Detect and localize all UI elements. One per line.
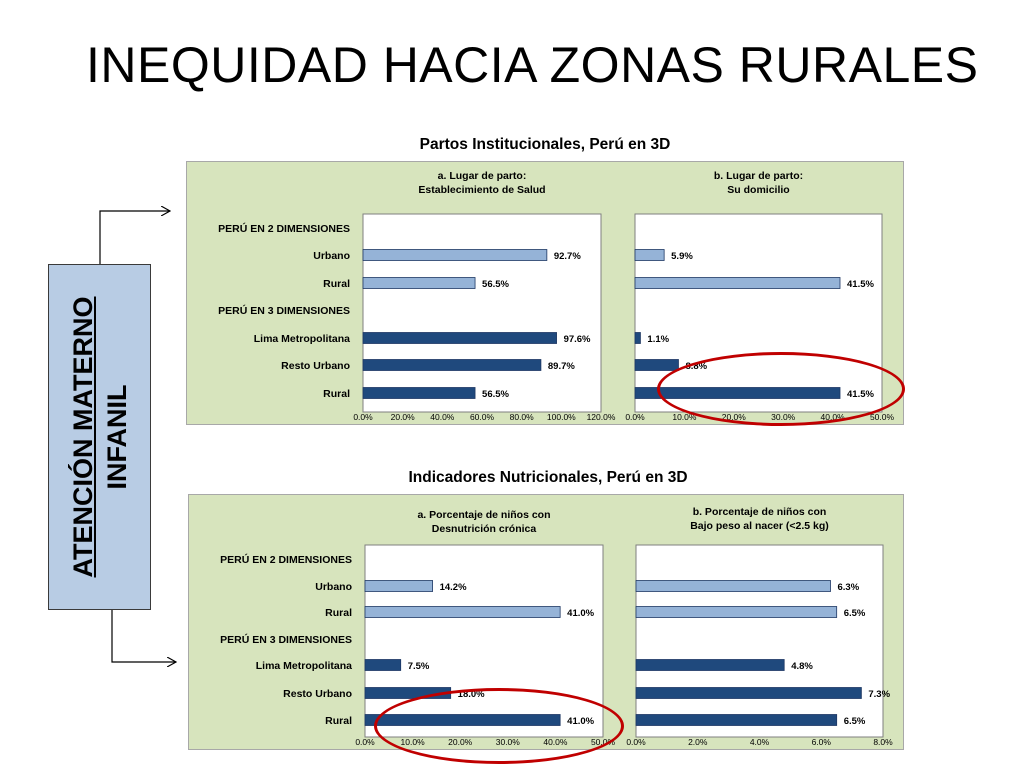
bar — [634, 277, 841, 289]
data-label: 14.2% — [440, 582, 467, 593]
row-label: PERÚ EN 3 DIMENSIONES — [220, 633, 352, 646]
bar — [362, 359, 542, 371]
data-label: 6.3% — [838, 582, 860, 593]
chart-1: a. Lugar de parto: Establecimiento de Sal… — [353, 170, 616, 422]
bar — [364, 580, 433, 592]
tick-label: 0.0% — [353, 412, 373, 422]
row-label: Urbano — [313, 250, 350, 262]
tick-label: 10.0% — [672, 412, 697, 422]
row-label: Rural — [325, 715, 352, 727]
data-label: 56.5% — [482, 279, 509, 290]
row-label: Rural — [323, 278, 350, 290]
chart-title-line: Bajo peso al nacer (<2.5 kg) — [690, 520, 829, 532]
section-title-partos: Partos Institucionales, Perú en 3D — [419, 136, 671, 153]
data-label: 1.1% — [647, 334, 669, 345]
bar — [634, 249, 665, 261]
bar — [635, 659, 785, 671]
row-label: Rural — [325, 607, 352, 619]
tick-label: 60.0% — [470, 412, 495, 422]
plot-area — [362, 213, 602, 413]
row-label: Lima Metropolitana — [254, 333, 350, 345]
tick-label: 0.0% — [626, 737, 646, 747]
bar — [364, 659, 402, 671]
tick-label: 0.0% — [625, 412, 645, 422]
chart-title-line: b. Lugar de parto: — [714, 170, 803, 182]
chart-4: b. Porcentaje de niños con Bajo peso al n… — [626, 506, 893, 747]
chart-title-line: a. Lugar de parto: — [438, 170, 527, 182]
chart-title-line: Desnutrición crónica — [432, 523, 537, 535]
tick-label: 20.0% — [391, 412, 416, 422]
data-label: 56.5% — [482, 389, 509, 400]
row-label: PERÚ EN 2 DIMENSIONES — [220, 553, 352, 566]
row-label: PERÚ EN 2 DIMENSIONES — [218, 222, 350, 235]
data-label: 7.5% — [408, 661, 430, 672]
highlight-ring-desnutricion-rural — [374, 688, 624, 764]
row-label: Resto Urbano — [281, 360, 350, 372]
section-title-nutricionales: Indicadores Nutricionales, Perú en 3D — [408, 469, 688, 486]
data-label: 92.7% — [554, 251, 581, 262]
bar — [362, 387, 476, 399]
tick-label: 40.0% — [430, 412, 455, 422]
data-label: 41.0% — [567, 608, 594, 619]
row-label: PERÚ EN 3 DIMENSIONES — [218, 304, 350, 317]
bar — [634, 332, 641, 344]
tick-label: 100.0% — [547, 412, 576, 422]
slide-title: INEQUIDAD HACIA ZONAS RURALES — [86, 37, 979, 93]
bar — [635, 687, 862, 699]
data-label: 7.3% — [868, 689, 890, 700]
bar — [635, 714, 838, 726]
data-label: 5.9% — [671, 251, 693, 262]
row-label: Rural — [323, 388, 350, 400]
arrow-to-top-panel — [99, 211, 170, 264]
bar — [362, 277, 476, 289]
tick-label: 0.0% — [355, 737, 375, 747]
bar — [364, 606, 561, 618]
bar — [635, 606, 838, 618]
arrow-to-bottom-panel — [111, 610, 176, 662]
highlight-ring-domicilio-rural — [657, 352, 905, 426]
chart-title-line: a. Porcentaje de niños con — [417, 509, 550, 521]
chart-title-line: Su domicilio — [727, 184, 789, 196]
data-label: 4.8% — [791, 661, 813, 672]
row-label: Resto Urbano — [283, 688, 352, 700]
tick-label: 80.0% — [510, 412, 535, 422]
tick-label: 2.0% — [688, 737, 708, 747]
chart-title-line: b. Porcentaje de niños con — [693, 506, 827, 518]
row-label: Urbano — [315, 581, 352, 593]
tick-label: 50.0% — [870, 412, 895, 422]
plot-area — [635, 544, 884, 738]
bar — [634, 359, 679, 371]
data-label: 89.7% — [548, 361, 575, 372]
bar — [635, 580, 831, 592]
tick-label: 120.0% — [587, 412, 616, 422]
data-label: 6.5% — [844, 716, 866, 727]
chart-title-line: Establecimiento de Salud — [418, 184, 545, 196]
tick-label: 4.0% — [750, 737, 770, 747]
data-label: 6.5% — [844, 608, 866, 619]
data-label: 41.5% — [847, 279, 874, 290]
nutricionales-charts-svg: PERÚ EN 2 DIMENSIONES Urbano Rural PERÚ EN … — [220, 506, 893, 747]
tick-label: 8.0% — [873, 737, 893, 747]
side-label-box: ATENCIÓN MATERNO INFANIL — [48, 264, 151, 610]
bar — [362, 249, 548, 261]
row-label: Lima Metropolitana — [256, 660, 352, 672]
tick-label: 6.0% — [812, 737, 832, 747]
data-label: 97.6% — [564, 334, 591, 345]
bar — [362, 332, 557, 344]
